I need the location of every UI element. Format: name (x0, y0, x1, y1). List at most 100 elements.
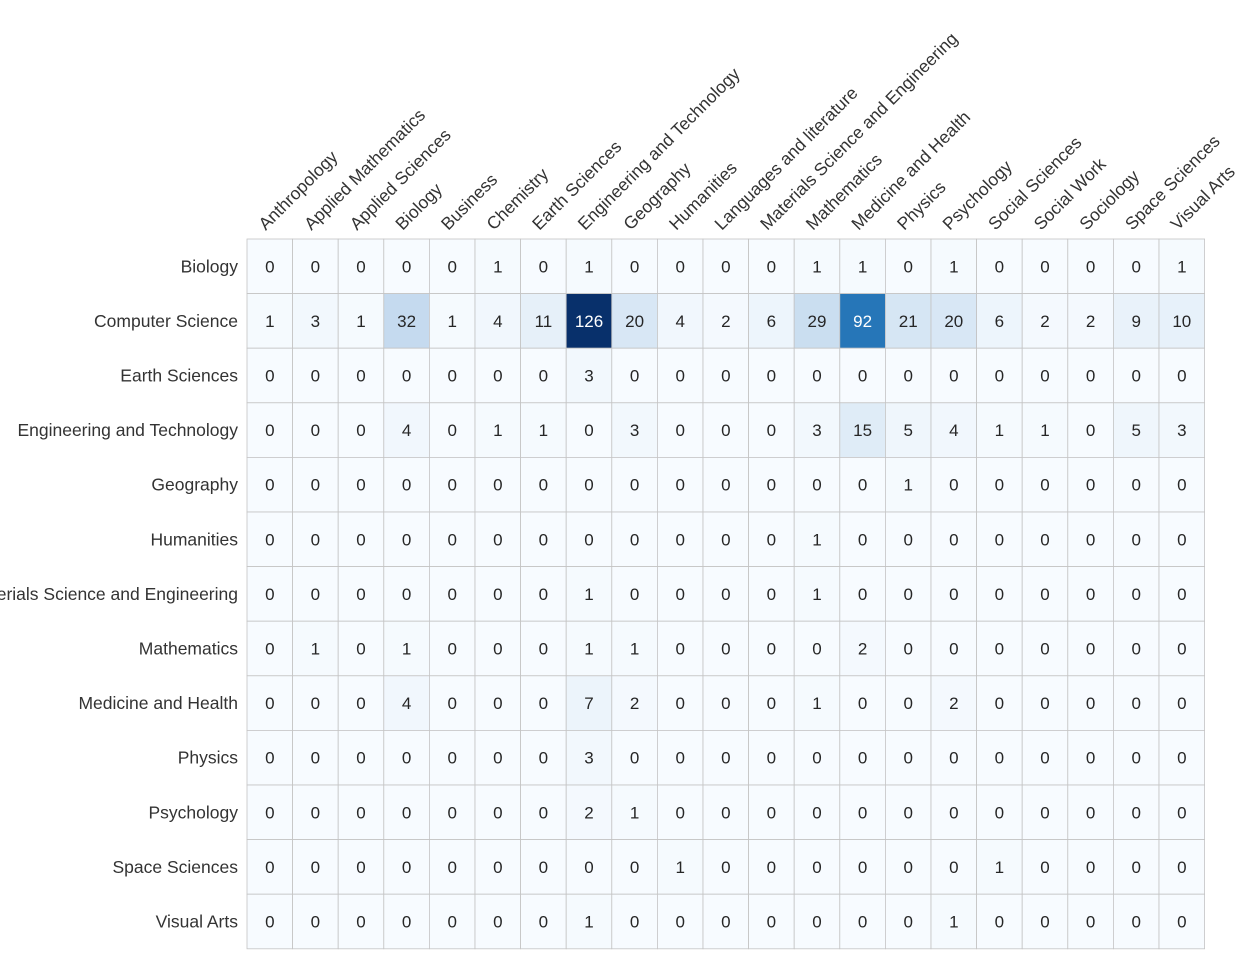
cell-value-label: 0 (356, 530, 365, 549)
cell-value-label: 0 (1177, 803, 1186, 822)
heatmap-cell (657, 456, 704, 513)
heatmap-cell (292, 347, 339, 404)
heatmap-cell (383, 730, 430, 786)
heatmap-cell (383, 839, 430, 895)
heatmap-cell (565, 347, 613, 404)
cell-value-label: 0 (812, 476, 821, 495)
heatmap-cell (292, 784, 339, 840)
row-tick-label: Earth Sciences (120, 366, 238, 386)
heatmap-cell (428, 893, 476, 950)
cell-value-label: 6 (995, 312, 1004, 331)
heatmap-cell (474, 347, 521, 404)
heatmap-cell (839, 511, 886, 567)
cell-value-label: 0 (311, 585, 320, 604)
heatmap-cell (885, 293, 932, 349)
heatmap-cell (383, 675, 430, 731)
heatmap-cell (383, 511, 430, 567)
row-tick-label: Space Sciences (113, 857, 239, 877)
row-tick-label: Geography (151, 475, 238, 495)
cell-value-label: 0 (1131, 476, 1140, 495)
cell-value-label: 0 (903, 913, 912, 932)
cell-value-label: 0 (356, 367, 365, 386)
cell-value-label: 0 (265, 257, 274, 276)
cell-value-label: 0 (447, 421, 456, 440)
heatmap-cell (1158, 511, 1205, 567)
heatmap-cell (1158, 784, 1205, 840)
row-tick-label: Biology (181, 256, 239, 276)
heatmap-cell (246, 238, 293, 294)
cell-value-label: 0 (858, 913, 867, 932)
heatmap-cell (1113, 347, 1160, 404)
cell-value-label: 0 (402, 257, 411, 276)
cell-value-label: 1 (630, 803, 639, 822)
cell-value-label: 9 (1131, 312, 1140, 331)
cell-value-label: 0 (493, 476, 502, 495)
cell-value-label: 0 (1177, 749, 1186, 768)
heatmap-cell (748, 402, 795, 458)
heatmap-cell (702, 238, 749, 294)
cell-value-label: 0 (858, 476, 867, 495)
cell-value-label: 0 (1131, 585, 1140, 604)
cell-value-label: 0 (949, 749, 958, 768)
cell-value-label: 0 (675, 749, 684, 768)
heatmap-cell (520, 839, 567, 895)
heatmap-cell (565, 675, 613, 731)
cell-value-label: 0 (812, 803, 821, 822)
heatmap-cell (611, 511, 658, 567)
heatmap-cell (474, 293, 521, 349)
heatmap-cell (702, 293, 749, 349)
cell-value-label: 0 (675, 585, 684, 604)
heatmap-cell (383, 238, 430, 294)
cell-value-label: 3 (1177, 421, 1186, 440)
cell-value-label: 7 (584, 694, 593, 713)
cell-value-label: 1 (265, 312, 274, 331)
heatmap-cell (930, 893, 977, 950)
cell-value-label: 0 (1131, 694, 1140, 713)
cell-value-label: 1 (949, 257, 958, 276)
cell-value-label: 0 (447, 257, 456, 276)
row-tick-label: Psychology (149, 802, 239, 822)
cell-value-label: 1 (1177, 257, 1186, 276)
heatmap-cell (292, 893, 339, 950)
heatmap-cell (976, 675, 1023, 731)
cell-value-label: 0 (1086, 858, 1095, 877)
heatmap-cell (839, 293, 886, 349)
heatmap-cell (748, 566, 795, 622)
cell-value-label: 0 (903, 858, 912, 877)
cell-value-label: 0 (493, 803, 502, 822)
cell-value-label: 0 (995, 476, 1004, 495)
heatmap-cell (565, 402, 613, 458)
cell-value-label: 1 (584, 913, 593, 932)
cell-value-label: 1 (995, 421, 1004, 440)
heatmap-cell (793, 730, 841, 786)
cell-value-label: 3 (584, 367, 593, 386)
cell-value-label: 1 (858, 257, 867, 276)
heatmap-cell (565, 893, 613, 950)
heatmap-cell (1158, 675, 1205, 731)
heatmap-cell (474, 675, 521, 731)
heatmap-cell (474, 511, 521, 567)
heatmap-cell (337, 293, 385, 349)
cell-value-label: 0 (265, 694, 274, 713)
cell-value-label: 0 (447, 530, 456, 549)
heatmap-cell (428, 402, 476, 458)
heatmap-cell (337, 347, 385, 404)
cell-value-label: 0 (1086, 421, 1095, 440)
cell-value-label: 0 (1131, 749, 1140, 768)
cell-value-label: 0 (1177, 530, 1186, 549)
cell-value-label: 0 (1086, 585, 1095, 604)
heatmap-cell (1158, 839, 1205, 895)
heatmap-cell (246, 839, 293, 895)
cell-value-label: 0 (1131, 640, 1140, 659)
heatmap-cell (611, 293, 658, 349)
heatmap-cell (292, 730, 339, 786)
heatmap-cell (292, 566, 339, 622)
heatmap-cell (657, 566, 704, 622)
cell-value-label: 0 (1086, 640, 1095, 659)
cell-value-label: 1 (584, 640, 593, 659)
heatmap-cell (292, 293, 339, 349)
cell-value-label: 0 (1040, 803, 1049, 822)
cell-value-label: 0 (584, 421, 593, 440)
heatmap-cell (885, 620, 932, 677)
cell-value-label: 1 (311, 640, 320, 659)
